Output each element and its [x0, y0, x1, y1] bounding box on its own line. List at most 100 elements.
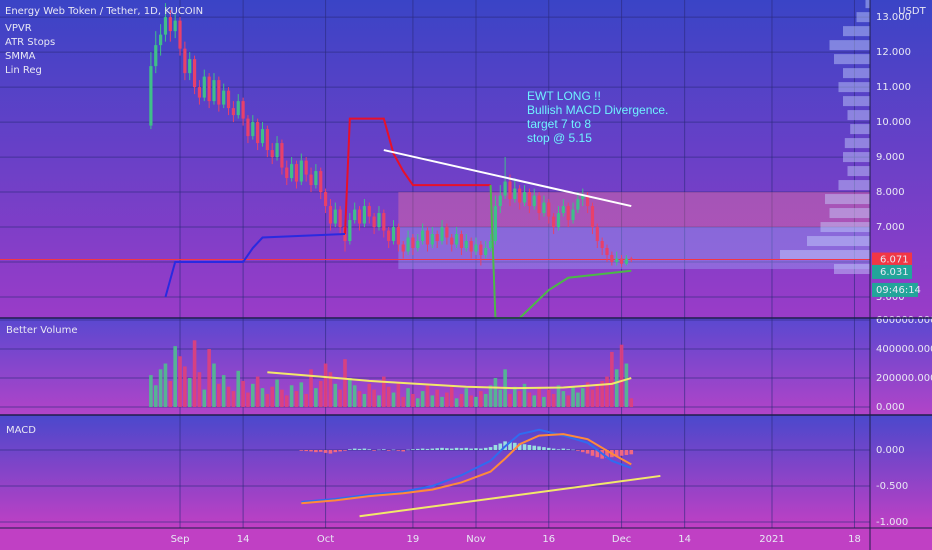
y-tick-label: 7.000 — [876, 222, 905, 233]
bar — [605, 376, 609, 408]
indicator-line — [343, 117, 491, 235]
bar — [183, 366, 187, 408]
bar — [265, 393, 270, 408]
bar — [464, 388, 469, 408]
candle-body — [469, 241, 473, 252]
x-tick-label: 2021 — [759, 534, 784, 545]
bar — [420, 391, 425, 408]
bar — [304, 450, 308, 452]
bar — [396, 450, 401, 451]
vpvr-bar — [843, 152, 870, 163]
candle-body — [299, 160, 303, 182]
annotation: EWT LONG !! — [527, 89, 601, 103]
candle-body — [387, 230, 391, 242]
bar — [435, 389, 439, 408]
bar — [357, 448, 362, 451]
bar — [255, 376, 260, 408]
bar — [318, 380, 323, 408]
pane-title: MACD — [6, 425, 36, 436]
bar — [576, 392, 580, 408]
bar — [561, 448, 566, 451]
x-tick-label: 14 — [237, 534, 250, 545]
candle-body — [197, 87, 202, 98]
bar — [508, 393, 512, 408]
candle-body — [425, 230, 430, 245]
vpvr-bar — [829, 208, 870, 219]
bar — [382, 376, 386, 408]
bar — [440, 396, 444, 408]
bar — [352, 385, 357, 408]
candle-body — [522, 192, 527, 203]
bar — [396, 382, 401, 408]
bar — [629, 450, 634, 455]
candle-body — [566, 206, 570, 221]
candle-body — [212, 80, 216, 102]
annotation: Bullish MACD Divergence. — [527, 103, 668, 117]
bar — [542, 447, 546, 451]
bar — [585, 382, 590, 408]
legend-entry: SMMA — [5, 51, 36, 62]
bar — [517, 391, 522, 408]
candle-body — [246, 118, 250, 137]
candle-body — [222, 90, 226, 105]
candle-body — [226, 90, 231, 109]
bar — [406, 449, 410, 451]
vpvr-bar — [825, 194, 870, 205]
x-tick-label: Sep — [171, 534, 190, 545]
candle-body — [382, 213, 386, 231]
candle-body — [241, 101, 245, 119]
bar — [585, 450, 590, 454]
bar — [226, 386, 231, 408]
candle-body — [552, 216, 556, 228]
candle-body — [251, 122, 255, 137]
price-pane — [0, 0, 932, 318]
candle-body — [430, 234, 434, 245]
bar — [401, 396, 406, 408]
y-tick-label: 8.000 — [876, 187, 905, 198]
candle-body — [338, 209, 342, 228]
bar — [590, 389, 595, 408]
x-tick-label: 16 — [542, 534, 555, 545]
bar — [318, 450, 323, 452]
pane-title: Better Volume — [6, 325, 78, 336]
macd-pane — [0, 415, 932, 528]
price-tag-label: 6.071 — [880, 255, 909, 266]
candle-body — [610, 255, 614, 263]
candle-body — [183, 48, 187, 74]
candle-body — [629, 258, 633, 260]
bar — [624, 363, 629, 408]
bar — [449, 386, 454, 408]
candle-body — [265, 129, 269, 151]
candle-body — [493, 206, 498, 242]
bar — [270, 386, 275, 408]
candle-body — [348, 220, 352, 242]
bar — [561, 391, 566, 408]
bar — [425, 385, 430, 408]
candle-body — [586, 195, 590, 207]
candle-body — [416, 241, 420, 249]
y-tick-label: 200000.000 — [876, 373, 932, 384]
bar — [624, 450, 629, 456]
unit-label: USDT — [898, 6, 926, 17]
candle-body — [353, 209, 357, 221]
legend-entry: VPVR — [5, 23, 32, 34]
candle-body — [556, 213, 561, 228]
bar — [284, 395, 289, 408]
vpvr-bar — [834, 264, 870, 275]
vpvr-bar — [838, 180, 870, 191]
y-tick-label: -1.000 — [876, 517, 908, 528]
bar — [459, 448, 464, 451]
candle-body — [484, 248, 488, 256]
bar — [362, 393, 367, 408]
candle-body — [192, 59, 197, 88]
candle-body — [260, 129, 265, 144]
bar — [178, 356, 182, 408]
y-tick-label: 12.000 — [876, 47, 911, 58]
bar — [556, 385, 561, 408]
candle-body — [411, 237, 415, 249]
indicator-line — [164, 233, 346, 298]
bar — [619, 344, 624, 408]
zone-box — [398, 192, 870, 228]
y-tick-label: 0.000 — [876, 445, 905, 456]
